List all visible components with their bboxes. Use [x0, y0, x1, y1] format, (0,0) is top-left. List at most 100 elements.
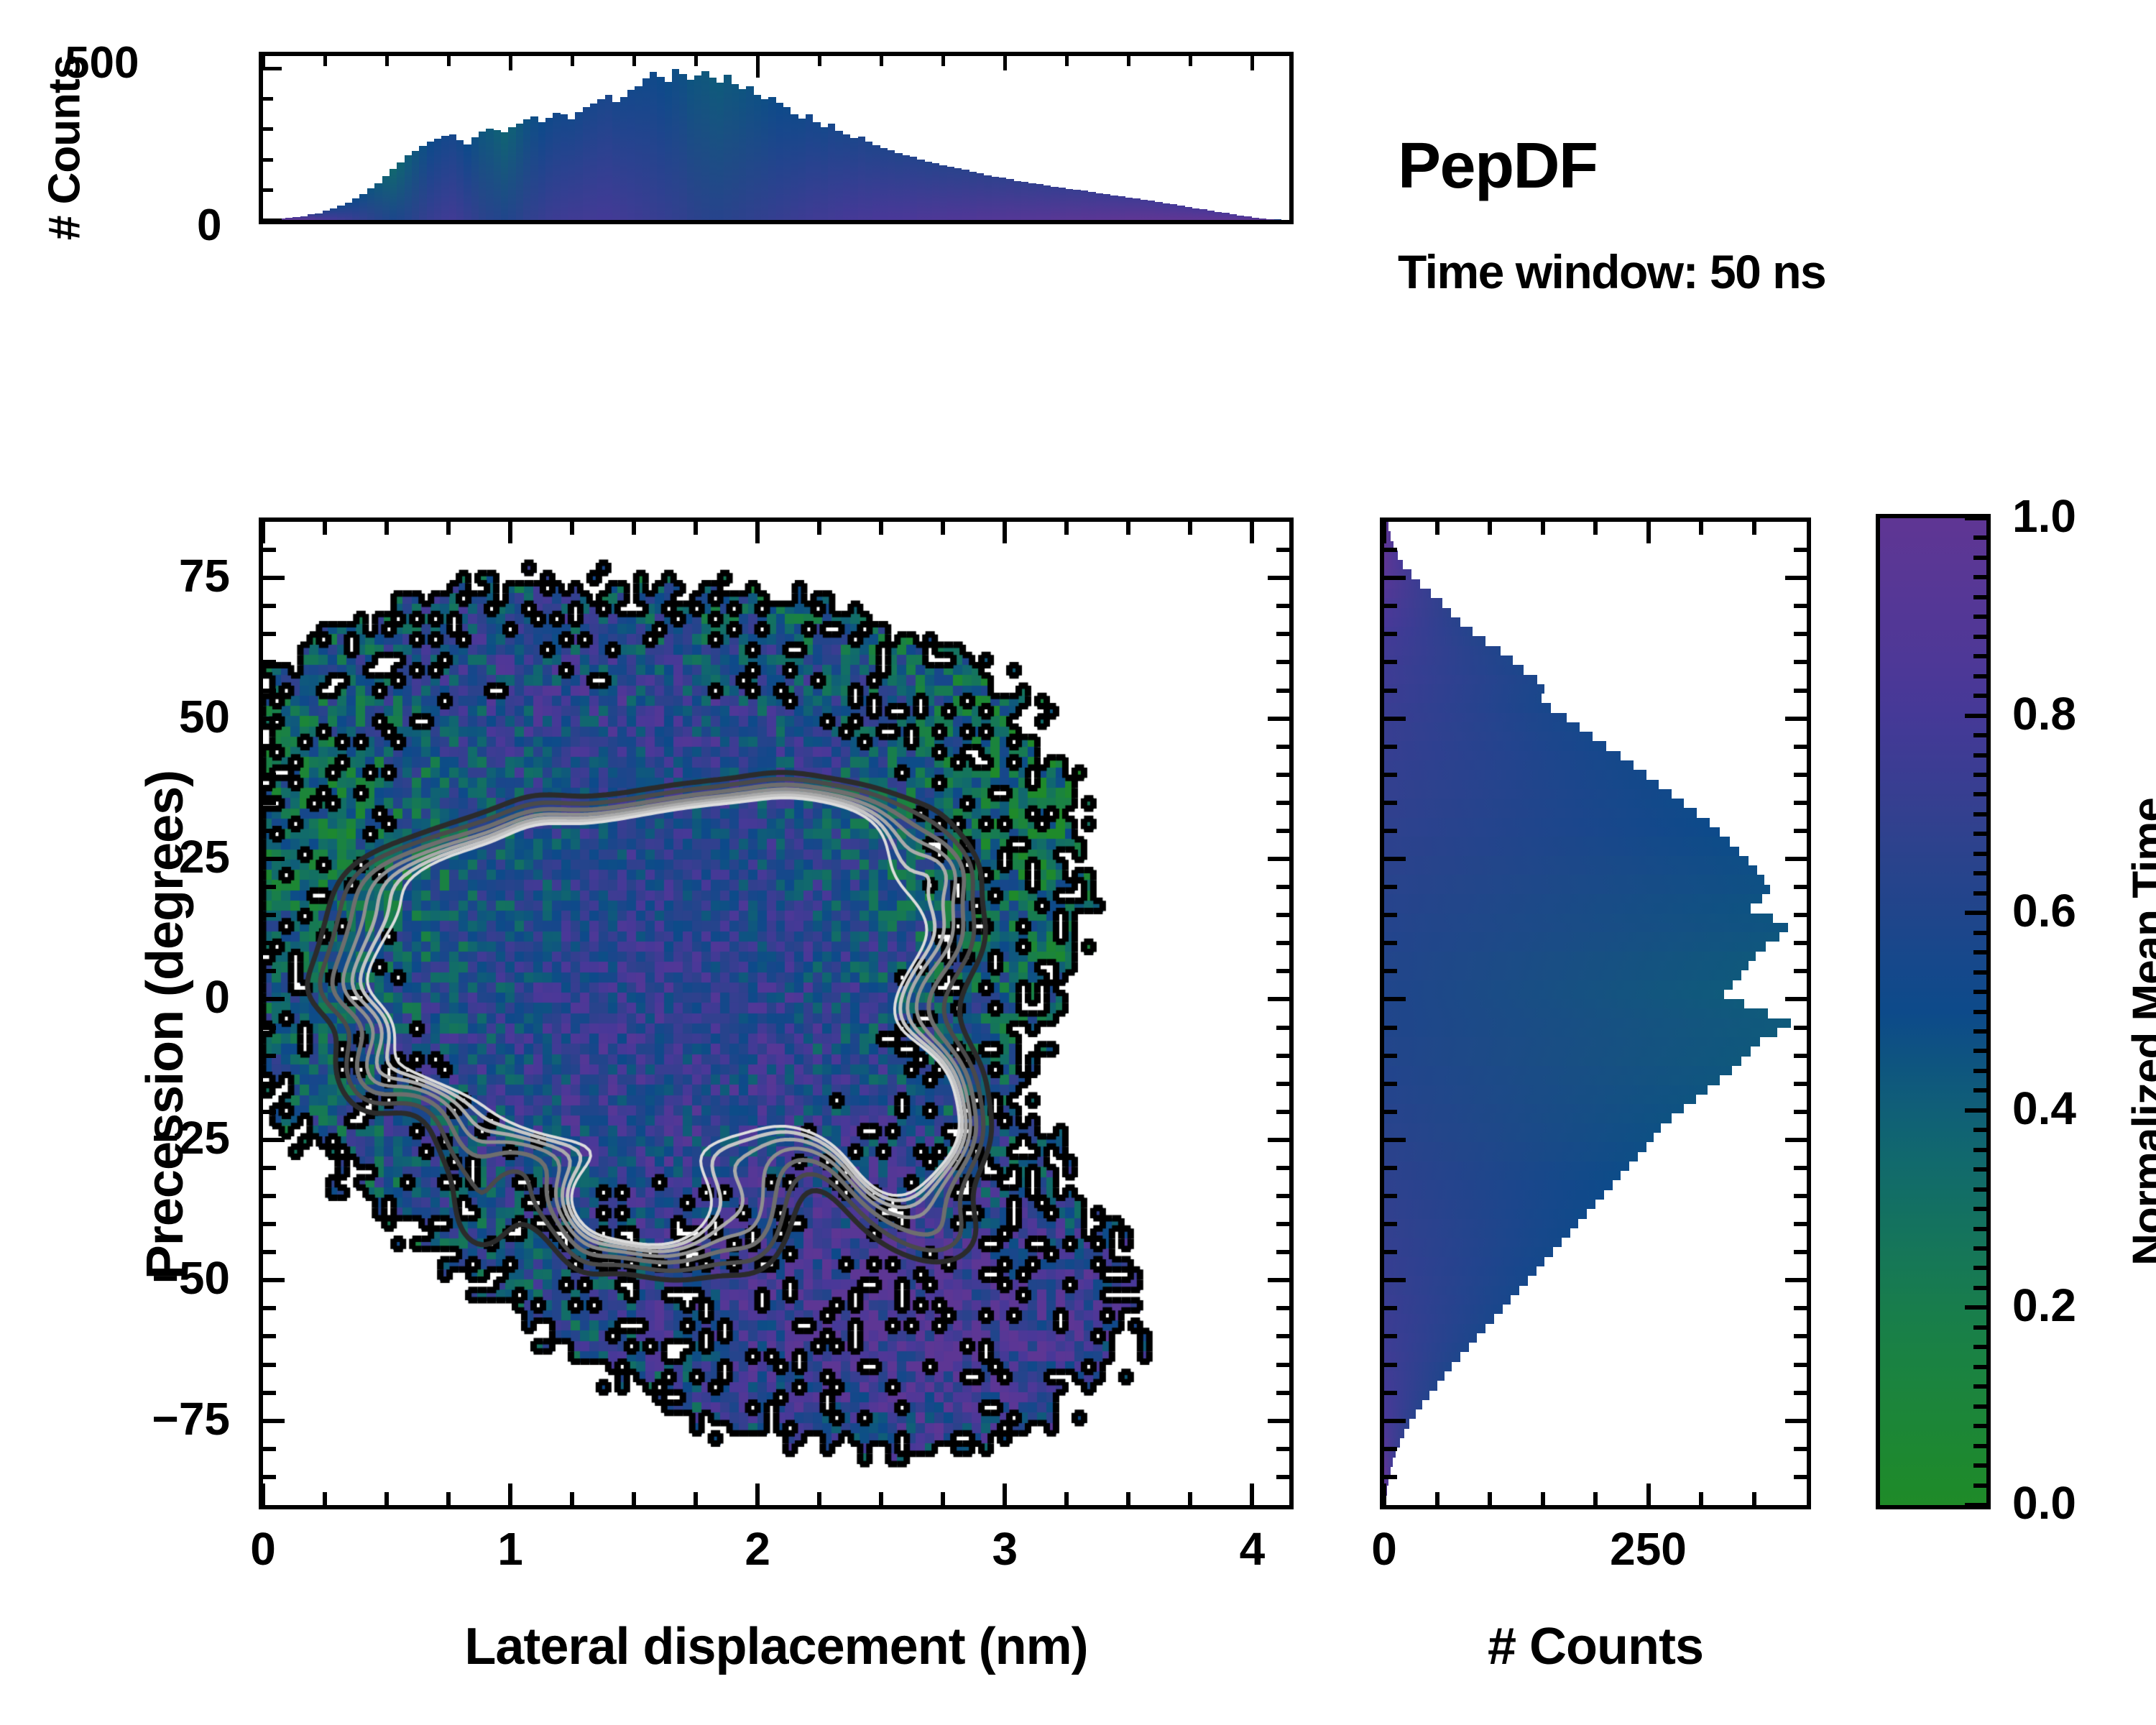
top-histogram-bar: [612, 102, 620, 220]
top-histogram-bar: [1162, 203, 1170, 220]
top-histogram-bar: [798, 119, 806, 220]
top-histogram-bar: [1133, 198, 1141, 220]
right-histogram-bar: [1384, 1123, 1662, 1133]
top-histogram-bar: [924, 161, 932, 220]
right-histogram-bar: [1384, 531, 1391, 541]
right-histogram-bar: [1384, 1285, 1520, 1295]
right-histogram-bar: [1384, 1361, 1452, 1372]
top-histogram-bar: [1006, 179, 1014, 220]
main-xtick-label: 4: [1239, 1523, 1266, 1575]
right-histogram-bar: [1384, 799, 1685, 809]
right-histogram-bar: [1384, 1046, 1751, 1057]
right-histogram-bar: [1384, 636, 1486, 646]
top-histogram-bar: [359, 193, 367, 220]
top-histogram-bar: [308, 214, 315, 220]
right-histogram-bar: [1384, 970, 1741, 980]
top-histogram-bar: [1147, 201, 1156, 220]
colorbar-gradient: [1880, 518, 1986, 1505]
right-histogram-bar: [1384, 598, 1442, 608]
right-histogram-bar: [1384, 1457, 1393, 1467]
right-histogram-bar: [1384, 1228, 1570, 1238]
top-histogram-bar: [1192, 208, 1200, 220]
top-histogram-bar: [568, 119, 576, 220]
top-histogram-bar: [538, 122, 546, 220]
top-histogram-bars: [263, 56, 1289, 220]
top-histogram-bar: [746, 86, 754, 220]
right-histogram-bar: [1384, 865, 1757, 875]
right-histogram-bar: [1384, 1343, 1469, 1353]
right-histogram-bar: [1384, 1104, 1685, 1114]
right-histogram-bar: [1384, 627, 1473, 637]
top-histogram-bar: [895, 152, 903, 220]
right-histogram-bar: [1384, 1037, 1761, 1047]
right-histogram-bar: [1384, 732, 1593, 742]
right-histogram-xlabel: # Counts: [1487, 1618, 1704, 1675]
top-histogram-bar: [1155, 202, 1163, 220]
top-histogram-bar: [590, 104, 598, 220]
right-histogram-bar: [1384, 827, 1720, 837]
top-histogram-bar: [1184, 206, 1192, 220]
right-histogram-bar: [1384, 1381, 1437, 1391]
top-histogram-bar: [902, 155, 910, 220]
right-histogram-bar: [1384, 1171, 1621, 1181]
top-histogram-bar: [1237, 215, 1245, 220]
top-histogram-bar: [872, 145, 880, 220]
top-histogram-bar: [842, 134, 851, 220]
top-histogram-bar: [448, 134, 456, 220]
heatmap-canvas: [263, 522, 1289, 1505]
top-histogram-bar: [813, 122, 821, 220]
main-ytick-label: −50: [152, 1252, 230, 1305]
right-histogram-bar: [1384, 980, 1733, 990]
right-histogram-bar: [1384, 655, 1514, 666]
top-histogram-bar: [1118, 196, 1125, 220]
right-histogram-bar: [1384, 684, 1545, 694]
right-histogram-bar: [1384, 808, 1697, 818]
top-histogram-bar: [493, 130, 501, 220]
main-ytick-label: −75: [152, 1392, 230, 1445]
right-histogram-bar: [1384, 770, 1646, 780]
top-histogram-bar: [1058, 188, 1067, 220]
top-histogram-bar: [984, 175, 992, 220]
right-histogram-bar: [1384, 1266, 1537, 1276]
top-histogram-bar: [1199, 209, 1207, 220]
colorbar-tick-label: 0.8: [2012, 687, 2076, 740]
top-histogram-bar: [783, 106, 791, 220]
right-histogram-bar: [1384, 1066, 1732, 1076]
right-histogram-bar: [1384, 903, 1751, 914]
top-histogram-bar: [523, 119, 531, 220]
top-histogram-bar: [768, 97, 776, 220]
top-histogram-bar: [575, 112, 583, 220]
top-marginal-histogram-panel: [259, 52, 1294, 224]
top-histogram-bar: [419, 146, 427, 220]
right-histogram-bar: [1384, 1371, 1445, 1381]
right-histogram-bar: [1384, 550, 1399, 561]
top-histogram-bar: [909, 157, 918, 220]
plot-subtitle: Time window: 50 ns: [1398, 245, 1827, 298]
top-histogram-bar: [1215, 211, 1222, 220]
top-histogram-ticks: [259, 52, 1294, 224]
top-histogram-bar: [545, 118, 553, 220]
colorbar-ticks: [1876, 514, 1991, 1509]
right-histogram-bar: [1384, 1008, 1768, 1018]
top-histogram-bar: [664, 81, 672, 220]
top-histogram-bar: [1073, 190, 1081, 220]
top-histogram-bar: [582, 106, 591, 220]
right-histogram-bar: [1384, 712, 1567, 722]
right-histogram-bar: [1384, 846, 1739, 856]
top-histogram-bar: [471, 137, 479, 220]
right-histogram-bar: [1384, 1438, 1401, 1448]
top-histogram-bar: [464, 144, 471, 220]
right-histogram-bar: [1384, 1190, 1604, 1200]
right-histogram-bar: [1384, 1161, 1630, 1172]
top-histogram-bar: [478, 131, 487, 220]
top-histogram-bar: [397, 162, 405, 220]
right-histogram-bar: [1384, 1476, 1388, 1486]
top-histogram-bar: [701, 70, 709, 220]
top-histogram-bar: [292, 217, 300, 220]
top-histogram-bar: [991, 176, 1000, 220]
top-histogram-bar: [441, 136, 449, 220]
top-histogram-bar: [887, 150, 895, 220]
top-histogram-bar: [382, 175, 390, 220]
right-histogram-bar: [1384, 1113, 1672, 1123]
